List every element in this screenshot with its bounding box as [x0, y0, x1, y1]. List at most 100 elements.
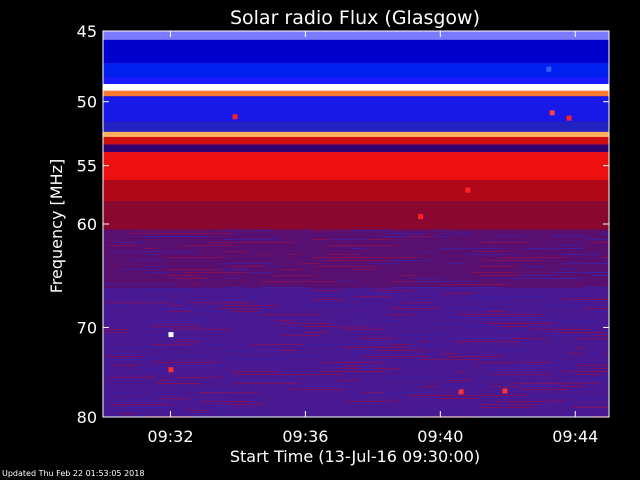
- texture-streak: [108, 377, 154, 378]
- texture-streak: [550, 236, 589, 237]
- texture-streak: [181, 245, 234, 246]
- frequency-band-0: [103, 31, 609, 40]
- texture-streak: [482, 314, 543, 315]
- texture-streak: [387, 314, 415, 315]
- texture-streak: [481, 242, 530, 243]
- texture-streak: [437, 248, 500, 249]
- texture-streak: [284, 254, 300, 255]
- texture-streak: [280, 374, 343, 375]
- texture-streak: [343, 353, 398, 354]
- x-axis: 09:32 09:36 09:40 09:44: [147, 31, 598, 446]
- texture-streak: [278, 281, 348, 282]
- texture-streak: [345, 401, 399, 402]
- texture-streak: [217, 308, 262, 309]
- texture-streak: [547, 362, 584, 363]
- texture-streak: [128, 233, 195, 234]
- texture-streak: [121, 407, 170, 408]
- texture-streak: [600, 326, 609, 327]
- texture-streak: [433, 236, 452, 237]
- texture-streak: [589, 353, 609, 354]
- texture-streak: [528, 320, 596, 321]
- texture-streak: [500, 326, 528, 327]
- texture-streak: [325, 254, 359, 255]
- texture-streak: [197, 392, 259, 393]
- texture-streak: [214, 407, 232, 408]
- texture-streak: [340, 347, 369, 348]
- texture-streak: [340, 317, 377, 318]
- texture-streak: [194, 389, 255, 390]
- texture-streak: [491, 350, 531, 351]
- texture-streak: [170, 329, 230, 330]
- texture-streak: [340, 245, 358, 246]
- texture-streak: [230, 371, 277, 372]
- texture-streak: [391, 281, 415, 282]
- texture-streak: [191, 311, 243, 312]
- texture-streak: [165, 332, 183, 333]
- texture-streak: [160, 290, 190, 291]
- texture-streak: [211, 242, 246, 243]
- texture-streak: [104, 332, 129, 333]
- texture-streak: [356, 320, 405, 321]
- texture-streak: [173, 341, 202, 342]
- frequency-band-14: [103, 229, 609, 288]
- texture-streak: [354, 296, 392, 297]
- texture-streak: [506, 311, 537, 312]
- texture-streak: [604, 260, 609, 261]
- texture-streak: [233, 359, 286, 360]
- texture-streak: [522, 395, 591, 396]
- texture-streak: [512, 383, 557, 384]
- texture-streak: [592, 242, 609, 243]
- texture-streak: [413, 281, 457, 282]
- texture-streak: [589, 275, 609, 276]
- texture-streak: [338, 380, 358, 381]
- texture-streak: [476, 251, 508, 252]
- burst-4: [232, 114, 238, 120]
- y-tick-label: 45: [77, 22, 97, 41]
- texture-streak: [507, 329, 526, 330]
- y-tick-label: 50: [77, 93, 97, 112]
- texture-streak: [349, 350, 377, 351]
- texture-streak: [452, 341, 471, 342]
- texture-streak: [235, 374, 294, 375]
- texture-streak: [319, 371, 387, 372]
- texture-streak: [457, 299, 514, 300]
- texture-streak: [149, 308, 190, 309]
- frequency-band-3: [103, 77, 609, 85]
- texture-streak: [596, 347, 609, 348]
- texture-streak: [143, 236, 209, 237]
- texture-streak: [296, 386, 355, 387]
- texture-streak: [157, 392, 177, 393]
- texture-streak: [478, 377, 534, 378]
- texture-streak: [399, 275, 418, 276]
- texture-streak: [603, 257, 609, 258]
- texture-streak: [129, 260, 162, 261]
- texture-streak: [583, 287, 609, 288]
- texture-streak: [489, 386, 524, 387]
- texture-streak: [575, 407, 609, 408]
- texture-streak: [603, 353, 609, 354]
- texture-streak: [165, 275, 200, 276]
- texture-streak: [218, 299, 247, 300]
- texture-streak: [574, 347, 587, 348]
- frequency-band-15: [103, 287, 609, 417]
- texture-streak: [566, 353, 584, 354]
- texture-streak: [491, 410, 537, 411]
- texture-streak: [592, 311, 609, 312]
- texture-streak: [581, 272, 609, 273]
- texture-streak: [111, 299, 169, 300]
- texture-streak: [350, 248, 364, 249]
- texture-streak: [495, 401, 564, 402]
- texture-streak: [479, 404, 500, 405]
- texture-streak: [227, 287, 245, 288]
- texture-streak: [568, 335, 589, 336]
- texture-streak: [459, 314, 503, 315]
- texture-streak: [489, 332, 521, 333]
- texture-streak: [484, 278, 550, 279]
- texture-streak: [112, 365, 138, 366]
- texture-streak: [482, 260, 540, 261]
- texture-streak: [568, 377, 609, 378]
- texture-streak: [461, 341, 518, 342]
- texture-streak: [361, 368, 372, 369]
- texture-streak: [442, 233, 470, 234]
